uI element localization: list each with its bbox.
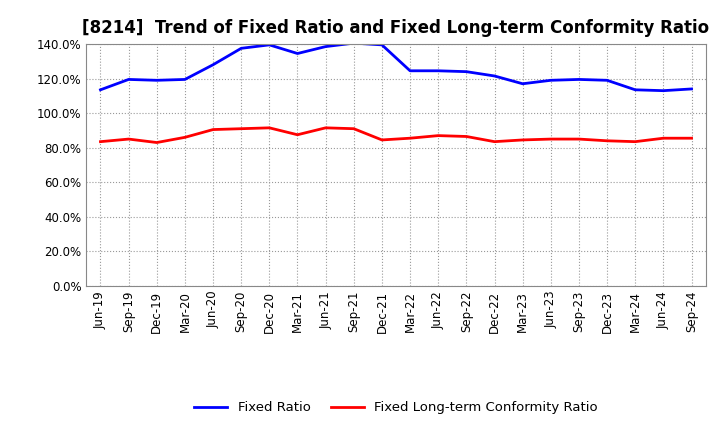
Line: Fixed Long-term Conformity Ratio: Fixed Long-term Conformity Ratio: [101, 128, 691, 143]
Fixed Ratio: [349, 40, 358, 46]
Legend: Fixed Ratio, Fixed Long-term Conformity Ratio: Fixed Ratio, Fixed Long-term Conformity …: [189, 396, 603, 420]
Fixed Ratio: [125, 77, 133, 82]
Fixed Long-term Conformity Ratio: [406, 136, 415, 141]
Fixed Long-term Conformity Ratio: [181, 135, 189, 140]
Fixed Long-term Conformity Ratio: [575, 136, 583, 142]
Fixed Ratio: [659, 88, 667, 93]
Fixed Long-term Conformity Ratio: [153, 140, 161, 145]
Fixed Ratio: [96, 87, 105, 92]
Fixed Ratio: [687, 86, 696, 92]
Fixed Long-term Conformity Ratio: [209, 127, 217, 132]
Fixed Ratio: [406, 68, 415, 73]
Fixed Ratio: [209, 62, 217, 67]
Fixed Ratio: [575, 77, 583, 82]
Title: [8214]  Trend of Fixed Ratio and Fixed Long-term Conformity Ratio: [8214] Trend of Fixed Ratio and Fixed Lo…: [82, 19, 710, 37]
Fixed Ratio: [293, 51, 302, 56]
Fixed Long-term Conformity Ratio: [293, 132, 302, 137]
Fixed Ratio: [265, 42, 274, 48]
Fixed Long-term Conformity Ratio: [321, 125, 330, 131]
Fixed Ratio: [237, 46, 246, 51]
Fixed Ratio: [434, 68, 443, 73]
Fixed Long-term Conformity Ratio: [349, 126, 358, 131]
Fixed Long-term Conformity Ratio: [518, 137, 527, 143]
Fixed Long-term Conformity Ratio: [546, 136, 555, 142]
Fixed Long-term Conformity Ratio: [631, 139, 639, 144]
Line: Fixed Ratio: Fixed Ratio: [101, 43, 691, 91]
Fixed Ratio: [490, 73, 499, 79]
Fixed Long-term Conformity Ratio: [377, 137, 386, 143]
Fixed Ratio: [631, 87, 639, 92]
Fixed Long-term Conformity Ratio: [265, 125, 274, 131]
Fixed Ratio: [603, 77, 611, 83]
Fixed Ratio: [377, 42, 386, 48]
Fixed Long-term Conformity Ratio: [434, 133, 443, 138]
Fixed Long-term Conformity Ratio: [603, 138, 611, 143]
Fixed Long-term Conformity Ratio: [462, 134, 471, 139]
Fixed Long-term Conformity Ratio: [125, 136, 133, 142]
Fixed Long-term Conformity Ratio: [659, 136, 667, 141]
Fixed Ratio: [153, 77, 161, 83]
Fixed Long-term Conformity Ratio: [237, 126, 246, 131]
Fixed Ratio: [181, 77, 189, 82]
Fixed Ratio: [321, 44, 330, 49]
Fixed Ratio: [518, 81, 527, 86]
Fixed Long-term Conformity Ratio: [490, 139, 499, 144]
Fixed Ratio: [546, 77, 555, 83]
Fixed Long-term Conformity Ratio: [687, 136, 696, 141]
Fixed Ratio: [462, 69, 471, 74]
Fixed Long-term Conformity Ratio: [96, 139, 105, 144]
